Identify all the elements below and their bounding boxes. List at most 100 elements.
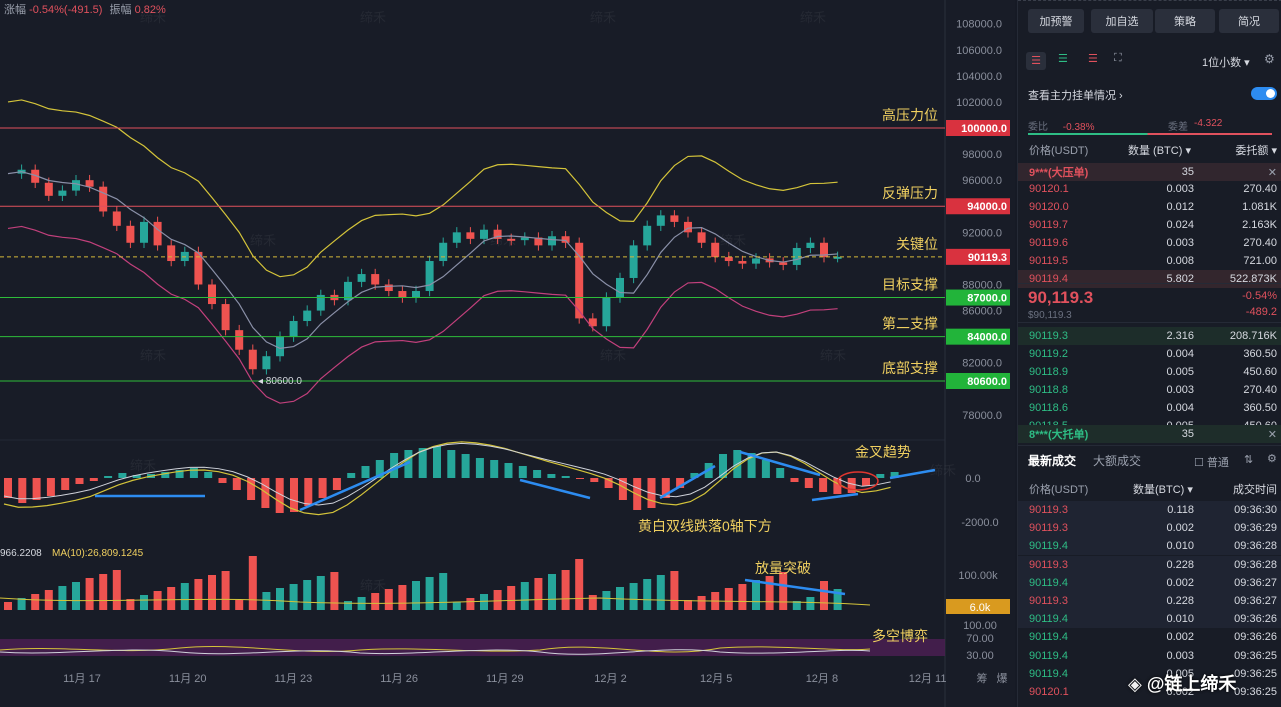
trade-row[interactable]: 90119.4 0.010 09:36:28 (1018, 537, 1281, 556)
bid-price: 90118.8 (1029, 384, 1068, 396)
watermark-text: 缔禾 (140, 348, 166, 363)
kline-chart[interactable]: 涨幅 -0.54%(-491.5) 振幅 0.82% 108000.0 10600… (0, 0, 1015, 707)
volume-bar (72, 582, 80, 610)
ask-value: 270.40 (1243, 237, 1277, 249)
volume-bar (466, 598, 475, 610)
bid-value: 270.40 (1243, 384, 1277, 396)
volume-bar (344, 601, 352, 610)
book-view-toggle-asks[interactable]: ☰ (1088, 53, 1098, 65)
macd-annotation: 黄白双线跌落0轴下方 (638, 518, 772, 534)
date-axis-label: 11月 23 (275, 673, 313, 685)
trade-row[interactable]: 90120.1 0.002 09:36:25 (1018, 683, 1281, 701)
candle-body (779, 262, 788, 265)
bid-price: 90119.3 (1029, 330, 1068, 342)
volume-bar (58, 586, 67, 610)
candle-body (221, 304, 230, 331)
bid-row[interactable]: 90118.9 0.005 450.60 (1018, 363, 1281, 381)
volume-bar (425, 577, 434, 610)
trade-row[interactable]: 90119.4 0.002 09:36:27 (1018, 573, 1281, 592)
macd-bar (304, 478, 313, 506)
normal-checkbox[interactable]: ☐ 普通 (1194, 457, 1229, 469)
settings-icon[interactable]: ⚙ (1267, 453, 1277, 465)
filter-icon[interactable]: ⇅ (1244, 454, 1254, 466)
close-icon[interactable]: ✕ (1267, 166, 1277, 179)
strategy-button[interactable]: 策略 (1155, 9, 1215, 33)
trades-header: 价格(USDT) 数量(BTC) ▾ 成交时间 (1018, 480, 1281, 498)
expand-icon[interactable]: ⛶ (1114, 52, 1122, 64)
overview-button[interactable]: 简况 (1219, 9, 1279, 33)
volume-bar (330, 572, 339, 610)
trade-row[interactable]: 90119.3 0.228 09:36:28 (1018, 555, 1281, 574)
candle-body (792, 247, 801, 265)
ask-big-order-banner: 9***(大压单) 35 ✕ (1018, 163, 1281, 181)
trade-qty: 0.002 (1166, 522, 1194, 535)
bid-row[interactable]: 90119.3 2.316 208.716K (1018, 327, 1281, 345)
candle-body (466, 232, 475, 239)
trade-qty-select[interactable]: 数量(BTC) ▾ (1133, 484, 1193, 496)
book-view-toggle-both[interactable]: ☰ (1026, 52, 1046, 70)
depth-toggle[interactable] (1251, 87, 1277, 100)
trade-row[interactable]: 90119.4 0.005 09:36:25 (1018, 665, 1281, 683)
ask-row[interactable]: 90119.6 0.003 270.40 (1018, 234, 1281, 252)
volume-bar (561, 570, 570, 610)
macd-bar (833, 478, 842, 494)
depth-link[interactable]: 查看主力挂单情况 › (1028, 90, 1123, 102)
trade-row[interactable]: 90119.3 0.228 09:36:27 (1018, 592, 1281, 610)
candle-body (616, 277, 624, 298)
trade-value: 09:36:28 (1234, 540, 1277, 553)
ask-row[interactable]: 90119.7 0.024 2.163K (1018, 216, 1281, 234)
add-alert-button[interactable]: 加预警 (1028, 9, 1084, 33)
volume-bar (520, 582, 529, 610)
volume-current-label: 6.0k (970, 602, 991, 614)
bid-row[interactable]: 90118.8 0.003 270.40 (1018, 381, 1281, 399)
close-icon[interactable]: ✕ (1267, 428, 1277, 441)
ask-qty: 0.008 (1166, 255, 1194, 267)
volume-bar (398, 585, 407, 610)
volume-bar (289, 584, 298, 610)
volume-bar (316, 576, 325, 610)
ask-row[interactable]: 90120.1 0.003 270.40 (1018, 180, 1281, 198)
ask-value: 721.00 (1243, 255, 1277, 267)
trade-value: 09:36:30 (1234, 504, 1277, 516)
volume-bar (221, 571, 230, 610)
volume-left-label: 966.2208 (0, 548, 42, 559)
trade-row[interactable]: 90119.4 0.003 09:36:25 (1018, 647, 1281, 665)
volume-bar (534, 578, 543, 610)
ask-value: 1.081K (1242, 201, 1277, 213)
decimal-select[interactable]: 1位小数 ▾ (1202, 57, 1250, 69)
trade-row[interactable]: 90119.3 0.002 09:36:29 (1018, 519, 1281, 538)
volume-ma-line (0, 597, 871, 606)
watermark-text: 缔禾 (490, 233, 516, 248)
ask-row[interactable]: 90120.0 0.012 1.081K (1018, 198, 1281, 216)
tab-latest-trades[interactable]: 最新成交 (1028, 454, 1077, 468)
volume-bar (167, 587, 176, 610)
trade-row[interactable]: 90119.4 0.010 09:36:26 (1018, 610, 1281, 629)
macd-bar (118, 473, 127, 478)
trade-price: 90119.3 (1029, 595, 1068, 607)
volume-bar (384, 589, 393, 610)
ratio-stats: 委比 -0.38% 委差 -4.322 (1028, 118, 1223, 133)
candle-body (398, 291, 407, 298)
volume-current-tag (946, 599, 1010, 614)
bid-row[interactable]: 90119.2 0.004 360.50 (1018, 345, 1281, 363)
add-watchlist-button[interactable]: 加自选 (1091, 9, 1153, 33)
macd-bar (46, 478, 55, 496)
bid-row[interactable]: 90118.6 0.004 360.50 (1018, 399, 1281, 417)
level-price-label: 80600.0 (967, 376, 1007, 388)
chart-canvas[interactable]: 108000.0 106000.0 104000.0 102000.0 98000.0 9… (0, 0, 1015, 707)
ask-row[interactable]: 90119.5 0.008 721.00 (1018, 252, 1281, 270)
ask-price: 90119.7 (1029, 219, 1068, 231)
macd-dif-line (3, 441, 891, 516)
trade-row[interactable]: 90119.3 0.118 09:36:30 (1018, 501, 1281, 519)
macd-bar (375, 460, 384, 478)
candle-body (602, 297, 611, 327)
qty-unit-select[interactable]: 数量 (BTC) ▾ (1128, 145, 1191, 157)
amount-select[interactable]: 委托额 ▾ (1235, 145, 1277, 157)
volume-bar (765, 576, 774, 610)
book-view-toggle-bids[interactable]: ☰ (1058, 53, 1068, 65)
trade-row[interactable]: 90119.4 0.002 09:36:26 (1018, 628, 1281, 646)
settings-icon[interactable]: ⚙ (1264, 52, 1275, 66)
tab-large-trades[interactable]: 大额成交 (1093, 454, 1142, 468)
ask-value: 2.163K (1242, 219, 1277, 231)
header-stats: 涨幅 -0.54%(-491.5) 振幅 0.82% (4, 4, 166, 16)
